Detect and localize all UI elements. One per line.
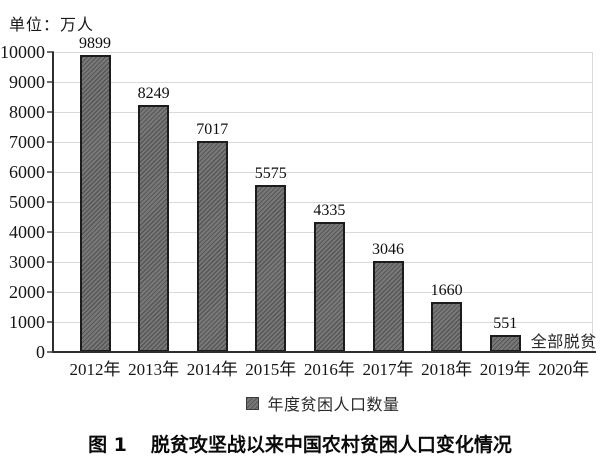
y-axis-tick <box>47 141 54 143</box>
y-tick-label: 3000 <box>9 252 45 272</box>
y-tick-label: 1000 <box>9 312 45 332</box>
x-tick-label: 2017年 <box>362 360 414 379</box>
gridline <box>54 111 592 113</box>
y-axis-tick <box>47 111 54 113</box>
x-tick-label: 2020年 <box>538 360 590 379</box>
bar <box>431 302 463 352</box>
x-tick-label: 2015年 <box>245 360 297 379</box>
y-tick-label: 9000 <box>9 72 45 92</box>
legend-swatch-hatched-icon <box>246 396 260 410</box>
y-tick-label: 8000 <box>9 102 45 122</box>
gridline <box>54 141 592 143</box>
y-axis-tick <box>47 351 54 353</box>
plot-area: 0 1000 2000 3000 4000 5000 6000 7000 8000 9000 100… <box>0 35 597 379</box>
bar <box>255 184 287 352</box>
y-axis-line <box>52 52 54 353</box>
x-tick-label: 2014年 <box>186 360 238 379</box>
y-tick-label: 10000 <box>0 42 45 62</box>
gridline <box>54 81 592 83</box>
bar <box>138 104 170 352</box>
x-tick-label: 2016年 <box>303 360 355 379</box>
bar-value-label: 5575 <box>254 164 287 182</box>
y-axis-tick <box>47 291 54 293</box>
bar-value-label: 551 <box>493 315 518 333</box>
unit-label: 单位：万人 <box>9 17 95 34</box>
gridline <box>54 201 592 203</box>
bar-value-label: 7017 <box>196 121 229 139</box>
figure-caption: 图 1 脱贫攻坚战以来中国农村贫困人口变化情况 <box>0 430 600 457</box>
y-tick-label: 4000 <box>9 222 45 242</box>
y-tick-label: 5000 <box>9 192 45 212</box>
y-axis-tick <box>47 231 54 233</box>
gridline <box>54 171 592 173</box>
y-tick-label: 7000 <box>9 132 45 152</box>
legend: 年度贫困人口数量 <box>53 394 593 414</box>
bar-value-label: 4335 <box>313 201 346 219</box>
bar <box>196 141 228 352</box>
figure-title: 脱贫攻坚战以来中国农村贫困人口变化情况 <box>150 434 512 456</box>
y-axis-tick <box>47 201 54 203</box>
bar-value-label: 3046 <box>372 240 404 258</box>
x-axis-line <box>52 351 596 353</box>
y-axis-tick <box>47 261 54 263</box>
y-tick-label: 6000 <box>9 162 45 182</box>
bar-value-label: 1660 <box>430 282 463 300</box>
bar <box>313 221 345 352</box>
y-tick-label: 0 <box>36 342 45 362</box>
figure-number: 图 1 <box>88 434 127 456</box>
y-axis-tick <box>47 171 54 173</box>
bar <box>372 260 404 352</box>
y-axis-tick <box>47 81 54 83</box>
x-tick-label: 2018年 <box>421 360 473 379</box>
plot-right-border <box>592 52 593 352</box>
y-tick-label: 2000 <box>9 282 45 302</box>
x-tick-label: 2013年 <box>128 360 180 379</box>
x-tick-label: 2012年 <box>69 360 121 379</box>
bar-value-label: 8249 <box>137 84 170 102</box>
x-tick-label: 2019年 <box>479 360 531 379</box>
y-axis-tick <box>47 51 54 53</box>
y-axis-tick <box>47 321 54 323</box>
gridline <box>54 51 592 53</box>
bar <box>489 335 521 352</box>
bar-value-label: 9899 <box>79 35 111 53</box>
legend-label: 年度贫困人口数量 <box>267 397 400 414</box>
bar <box>79 55 111 352</box>
annotation-all-lifted-out-of-poverty: 全部脱贫 <box>530 334 597 351</box>
